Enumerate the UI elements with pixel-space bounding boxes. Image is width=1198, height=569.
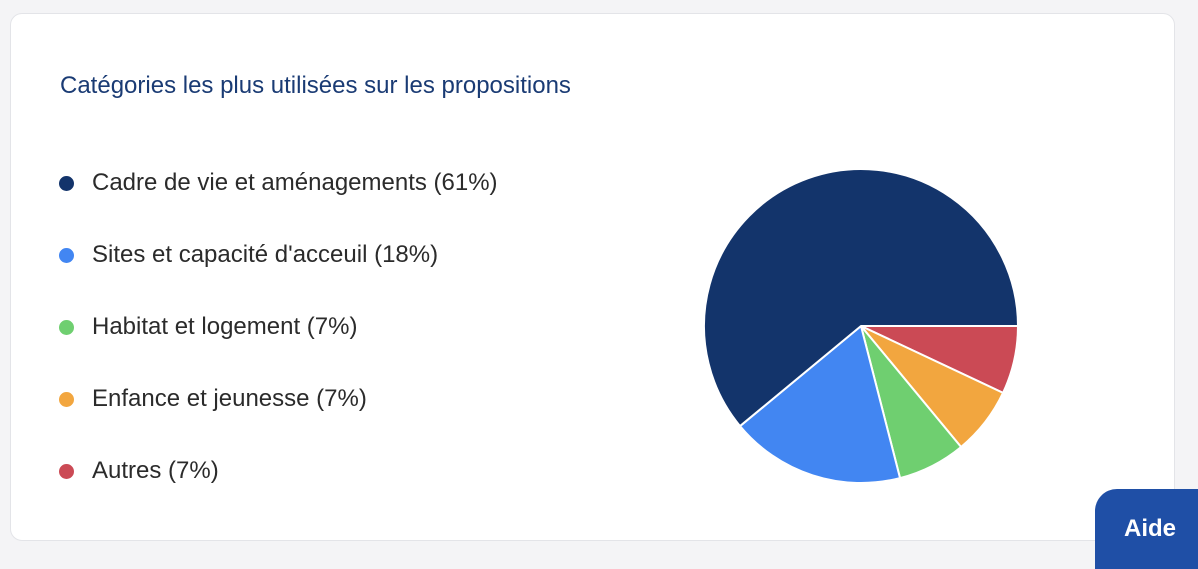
pie-slice-cadre-de-vie-et-amenagements[interactable] (703, 168, 1019, 428)
help-button[interactable]: Aide (1095, 489, 1198, 569)
legend-item-autres: Autres (7%) (59, 457, 498, 529)
legend-item-cadre-de-vie: Cadre de vie et aménagements (61%) (59, 169, 498, 241)
chart-legend: Cadre de vie et aménagements (61%) Sites… (59, 169, 498, 529)
legend-dot-icon (59, 248, 74, 263)
legend-label: Sites et capacité d'acceuil (18%) (92, 241, 439, 268)
legend-item-habitat: Habitat et logement (7%) (59, 313, 498, 385)
legend-label: Cadre de vie et aménagements (61%) (92, 169, 498, 196)
help-label: Aide (1124, 515, 1177, 542)
pie-chart (703, 168, 1019, 485)
legend-dot-icon (59, 176, 74, 191)
card-title: Catégories les plus utilisées sur les pr… (60, 72, 571, 99)
legend-label: Autres (7%) (92, 457, 219, 484)
legend-label: Enfance et jeunesse (7%) (92, 385, 367, 412)
legend-dot-icon (59, 464, 74, 479)
legend-label: Habitat et logement (7%) (92, 313, 358, 340)
legend-item-sites: Sites et capacité d'acceuil (18%) (59, 241, 498, 313)
pie-slice-sites-et-capacite-d-acceuil[interactable] (739, 325, 902, 485)
legend-dot-icon (59, 320, 74, 335)
legend-dot-icon (59, 392, 74, 407)
legend-item-enfance: Enfance et jeunesse (7%) (59, 385, 498, 457)
